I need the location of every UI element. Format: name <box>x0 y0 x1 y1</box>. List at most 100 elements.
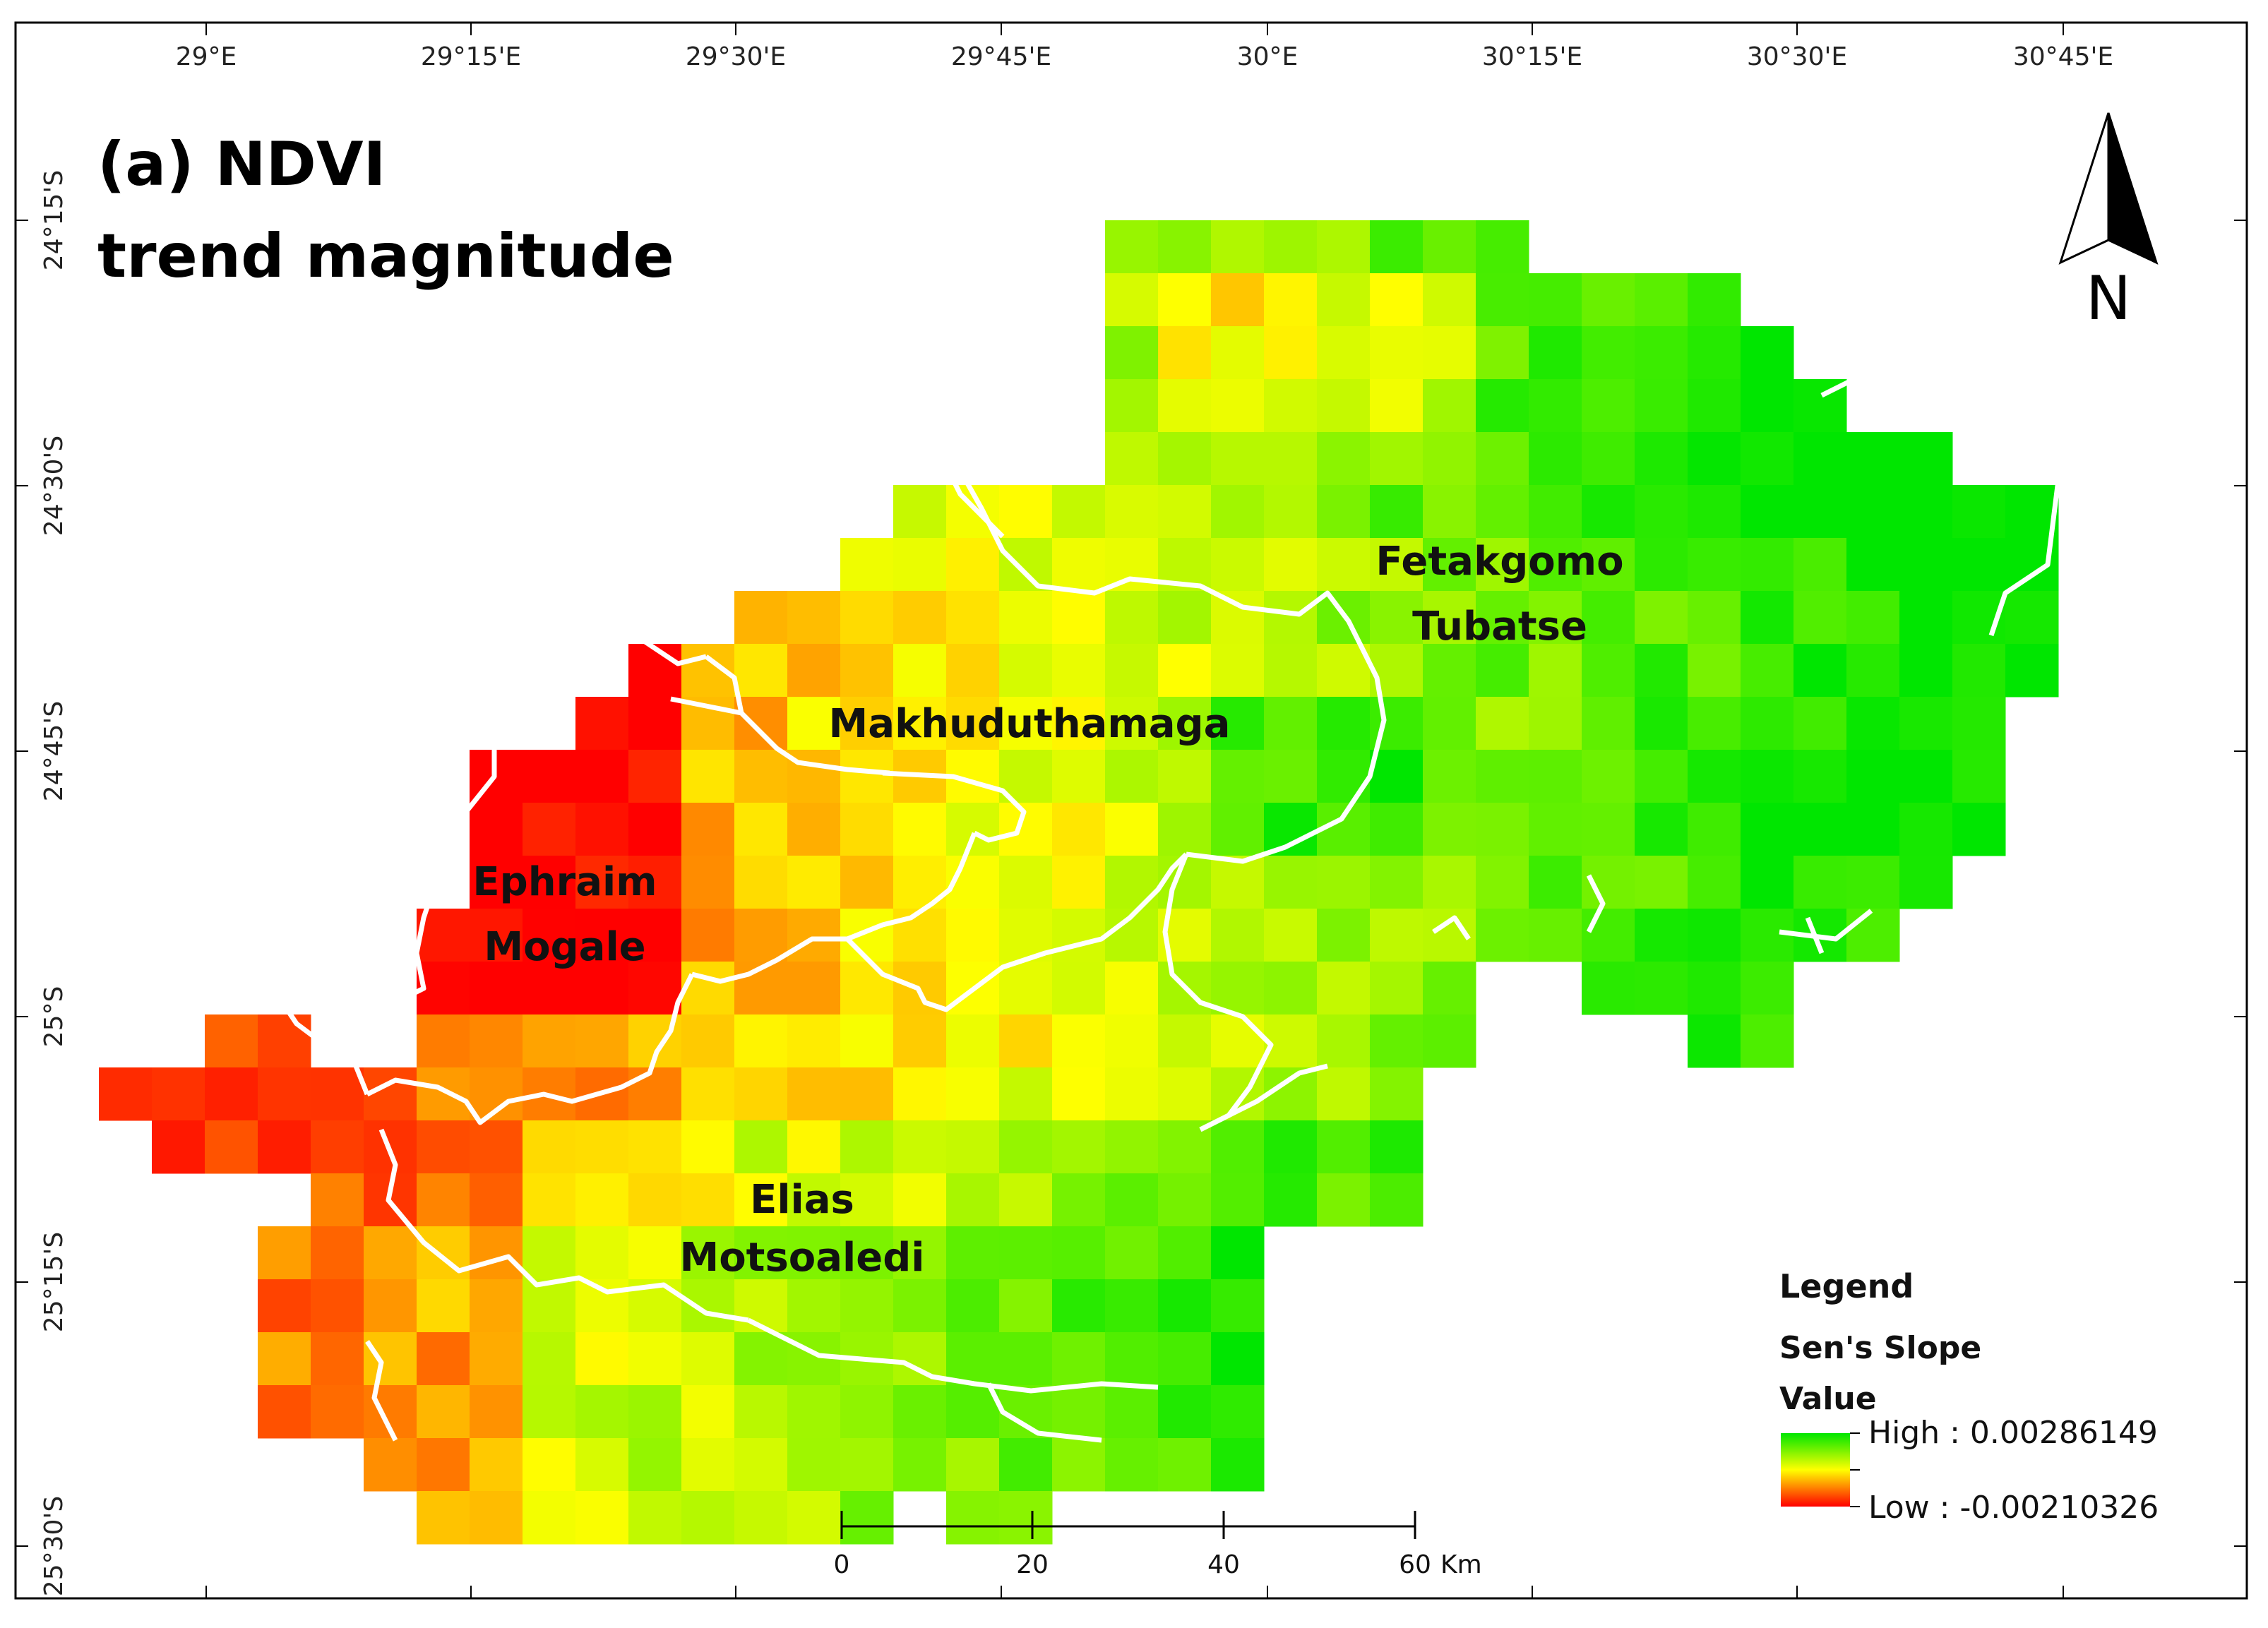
raster-cell <box>1052 1332 1106 1386</box>
raster-cell <box>1476 697 1529 750</box>
raster-cell <box>946 1438 1000 1492</box>
raster-cell <box>1317 273 1371 327</box>
raster-cell <box>1688 909 1741 962</box>
raster-cell <box>1317 220 1371 274</box>
raster-cell <box>417 1173 470 1227</box>
raster-cell <box>1370 538 1424 592</box>
raster-cell <box>893 1120 947 1174</box>
raster-cell <box>1793 432 1847 486</box>
raster-cell <box>628 750 682 803</box>
raster-cell <box>787 591 841 645</box>
raster-cell <box>999 1385 1053 1439</box>
raster-cell <box>840 1067 894 1121</box>
raster-cell <box>470 1279 523 1333</box>
raster-cell <box>734 1491 788 1545</box>
boundary-line <box>670 696 890 776</box>
north-label: N <box>2086 263 2131 334</box>
raster-cell <box>1952 644 2006 698</box>
raster-cell <box>1741 538 1794 592</box>
raster-cell <box>1158 326 1212 380</box>
raster-cell <box>1370 485 1424 539</box>
raster-cell <box>1529 591 1582 645</box>
raster-cell <box>1158 750 1212 803</box>
raster-cell <box>1158 1332 1212 1386</box>
raster-cell <box>1688 273 1741 327</box>
raster-cell <box>523 962 576 1015</box>
raster-cell <box>840 1173 894 1227</box>
boundary-line <box>1162 853 1274 1132</box>
raster-cell <box>1211 1173 1265 1227</box>
district-label-elias-line2: Motsoaledi <box>679 1235 924 1281</box>
raster-cell <box>523 1226 576 1280</box>
raster-cell <box>681 1491 735 1545</box>
raster-cell <box>1423 856 1476 909</box>
raster-cell <box>1476 750 1529 803</box>
raster-cell <box>1052 856 1106 909</box>
raster-cell <box>1158 644 1212 698</box>
raster-cell <box>1529 750 1582 803</box>
raster-cell <box>681 1014 735 1068</box>
lon-tick-label: 30°30'E <box>1747 42 1847 71</box>
raster-cell <box>1952 538 2006 592</box>
raster-cell <box>999 1438 1053 1492</box>
raster-cell <box>840 803 894 856</box>
raster-cell <box>417 1279 470 1333</box>
raster-cell <box>1846 485 1900 539</box>
raster-cell <box>1317 379 1371 433</box>
raster-cell <box>1317 538 1371 592</box>
raster-cell <box>893 909 947 962</box>
raster-cell <box>311 1385 364 1439</box>
raster-cell <box>1211 1014 1265 1068</box>
raster-cell <box>1158 1438 1212 1492</box>
raster-cell <box>417 1014 470 1068</box>
raster-cell <box>1211 326 1265 380</box>
raster-cell <box>946 1067 1000 1121</box>
raster-cell <box>1105 1173 1159 1227</box>
raster-cell <box>999 856 1053 909</box>
raster-cell <box>1264 273 1318 327</box>
raster-cell <box>1476 909 1529 962</box>
raster-cell <box>1899 856 1953 909</box>
raster-cell <box>628 962 682 1015</box>
raster-cell <box>258 1014 311 1068</box>
raster-cell <box>1370 1067 1424 1121</box>
raster-cell <box>628 909 682 962</box>
raster-cell <box>523 856 576 909</box>
raster-cell <box>681 856 735 909</box>
raster-cell <box>417 1438 470 1492</box>
raster-cell <box>1582 909 1635 962</box>
raster-cell <box>999 962 1053 1015</box>
raster-cell <box>258 1067 311 1121</box>
raster-cell <box>1952 485 2006 539</box>
raster-cell <box>1423 538 1476 592</box>
raster-cell <box>1158 1067 1212 1121</box>
north-arrow-icon: N <box>2058 112 2159 334</box>
raster-cell <box>1317 697 1371 750</box>
raster-cell <box>152 1067 205 1121</box>
raster-cell <box>1317 1173 1371 1227</box>
raster-cell <box>1317 326 1371 380</box>
raster-cell <box>1317 485 1371 539</box>
raster-cell <box>1846 697 1900 750</box>
raster-cell <box>1688 1014 1741 1068</box>
raster-cell <box>1264 644 1318 698</box>
raster-cell <box>787 803 841 856</box>
raster-cell <box>1635 591 1688 645</box>
raster-cell <box>1688 644 1741 698</box>
raster-cell <box>1370 591 1424 645</box>
raster-cell <box>681 1067 735 1121</box>
district-boundaries <box>97 226 2065 1443</box>
raster-cell <box>628 856 682 909</box>
raster-cell <box>840 1438 894 1492</box>
raster-cell <box>1105 326 1159 380</box>
raster-cell <box>1158 1173 1212 1227</box>
raster-cell <box>1476 326 1529 380</box>
raster-cell <box>1370 1173 1424 1227</box>
raster-cell <box>893 485 947 539</box>
raster-cell <box>1105 1226 1159 1280</box>
raster-cell <box>575 803 629 856</box>
raster-cell <box>1052 1120 1106 1174</box>
boundary-line <box>1805 916 1825 954</box>
raster-cell <box>734 1067 788 1121</box>
raster-cell <box>681 1226 735 1280</box>
